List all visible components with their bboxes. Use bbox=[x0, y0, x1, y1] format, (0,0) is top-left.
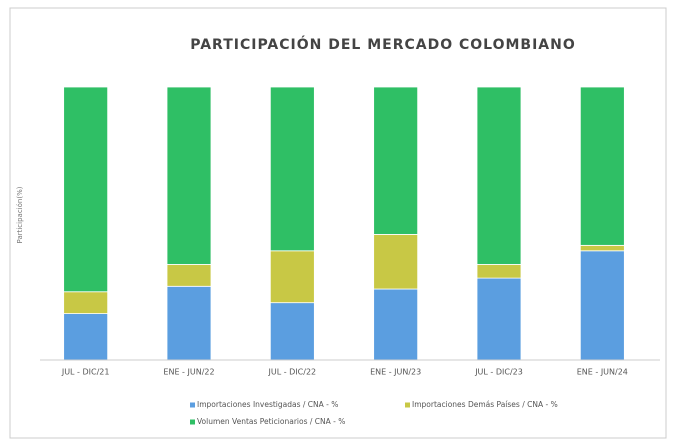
bar-segment bbox=[63, 291, 109, 314]
bar-segment bbox=[373, 288, 419, 361]
bar-segment bbox=[166, 86, 212, 265]
bar-segment bbox=[269, 86, 315, 252]
bar-segment bbox=[166, 264, 212, 287]
bar-segment bbox=[63, 313, 109, 361]
chart-frame bbox=[9, 7, 667, 439]
bar-segment bbox=[579, 86, 625, 246]
bar-segment bbox=[63, 86, 109, 293]
bar-segment bbox=[476, 264, 522, 279]
legend-swatch bbox=[405, 402, 410, 408]
x-tick-label: ENE - JUN/23 bbox=[370, 368, 421, 377]
legend-label: Volumen Ventas Peticionarios / CNA - % bbox=[197, 417, 345, 426]
legend-label: Importaciones Investigadas / CNA - % bbox=[197, 400, 338, 409]
x-tick-label: ENE - JUN/22 bbox=[163, 368, 214, 377]
bar-segment bbox=[476, 86, 522, 265]
x-tick-label: JUL - DIC/23 bbox=[474, 368, 523, 377]
bar-segment bbox=[579, 250, 625, 361]
bar-segment bbox=[373, 234, 419, 290]
bar-segment bbox=[476, 277, 522, 361]
x-tick-label: ENE - JUN/24 bbox=[577, 368, 628, 377]
legend-swatch bbox=[190, 419, 195, 425]
bar-segment bbox=[373, 86, 419, 235]
chart-title: PARTICIPACIÓN DEL MERCADO COLOMBIANO bbox=[190, 35, 576, 53]
legend-swatch bbox=[190, 402, 195, 408]
bar-segment bbox=[269, 250, 315, 304]
bar-segment bbox=[166, 285, 212, 361]
bar-segment bbox=[269, 302, 315, 361]
bar-segment bbox=[579, 244, 625, 252]
x-tick-label: JUL - DIC/21 bbox=[61, 368, 110, 377]
x-tick-label: JUL - DIC/22 bbox=[268, 368, 317, 377]
y-axis-label: Participación(%) bbox=[16, 186, 24, 243]
legend-label: Importaciones Demás Países / CNA - % bbox=[412, 400, 558, 409]
